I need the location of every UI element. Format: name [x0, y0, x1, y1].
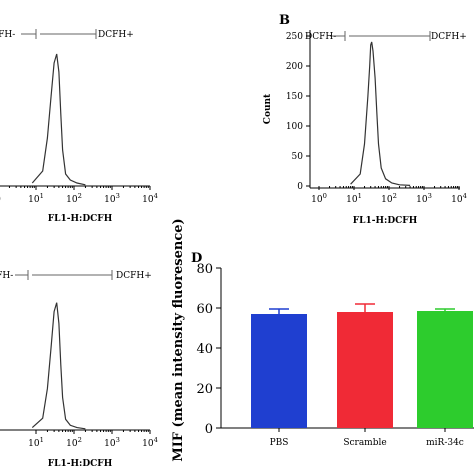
x-tick-label: 101 [28, 436, 44, 449]
x-tick-label: 102 [66, 436, 82, 449]
panel-c: 101 102 103 104 FL1-H:DCFH DCFH- DCFH+ [0, 270, 158, 469]
bar [251, 314, 307, 428]
y-tick-label: 150 [286, 92, 303, 102]
panel-a-histogram-line [31, 53, 86, 186]
x-tick-label: 0 [0, 195, 1, 205]
x-tick-label: 101 [346, 192, 362, 205]
panel-a: 0 101 102 103 104 FL1-H:DCFH DCFH- DCFH+ [0, 29, 158, 224]
x-tick-label: 102 [66, 192, 82, 205]
y-tick-label: 250 [286, 32, 303, 42]
y-tick-label: 60 [196, 302, 213, 317]
y-tick-label: 20 [196, 382, 213, 397]
panel-c-gate-minus-label: DCFH- [0, 271, 13, 281]
panel-a-x-axis-label: FL1-H:DCFH [48, 214, 113, 224]
x-tick-label: 103 [104, 436, 120, 449]
x-tick-label: 104 [142, 436, 158, 449]
panel-c-x-ticks: 101 102 103 104 [28, 430, 158, 449]
panel-b-y-axis-label: Count [263, 93, 273, 124]
panel-a-x-ticks: 0 101 102 103 104 [0, 186, 158, 205]
panel-c-histogram-line [31, 302, 86, 430]
bar [337, 312, 393, 428]
panel-b-x-ticks: 100 101 102 103 104 [311, 186, 467, 205]
x-tick-label: 104 [142, 192, 158, 205]
panel-b-gate-minus-label: DCFH- [305, 32, 336, 42]
panel-c-gate-plus-label: DCFH+ [116, 271, 152, 281]
panel-a-gate-plus-label: DCFH+ [98, 30, 134, 40]
y-tick-label: 100 [286, 122, 303, 132]
panel-a-gate-minus-label: DCFH- [0, 30, 15, 40]
x-tick-label: 104 [451, 192, 467, 205]
panel-b-histogram-line [350, 41, 411, 186]
x-tick-label: miR-34c [426, 438, 464, 448]
y-tick-label: 200 [286, 62, 303, 72]
y-tick-label: 40 [196, 342, 213, 357]
panel-d-y-axis-label: MIF (mean intensity fluoresence) [171, 218, 186, 461]
panel-b-gate-plus-label: DCFH+ [431, 32, 467, 42]
y-tick-label: 0 [205, 422, 213, 437]
x-tick-label: 102 [381, 192, 397, 205]
x-tick-label: PBS [270, 438, 289, 448]
y-tick-label: 80 [196, 262, 213, 277]
panel-d-label: D [191, 251, 202, 266]
x-tick-label: 103 [104, 192, 120, 205]
panel-b-label: B [279, 13, 290, 28]
panel-b-y-ticks: 0 50 100 150 200 250 [286, 32, 310, 192]
panel-b-x-axis-label: FL1-H:DCFH [353, 216, 418, 226]
x-tick-label: 101 [28, 192, 44, 205]
x-tick-label: Scramble [343, 438, 386, 448]
panel-d-y-ticks: 0 20 40 60 80 [196, 262, 221, 437]
panel-d-bars: PBS Scramble miR-34c [251, 303, 473, 448]
y-tick-label: 50 [292, 152, 304, 162]
x-tick-label: 100 [311, 192, 327, 205]
panel-c-x-axis-label: FL1-H:DCFH [48, 459, 113, 469]
panel-d: D 0 20 40 60 80 PBS Scramble miR-34c MIF (mean… [171, 218, 474, 462]
bar [417, 311, 473, 428]
x-tick-label: 103 [416, 192, 432, 205]
y-tick-label: 0 [297, 182, 303, 192]
